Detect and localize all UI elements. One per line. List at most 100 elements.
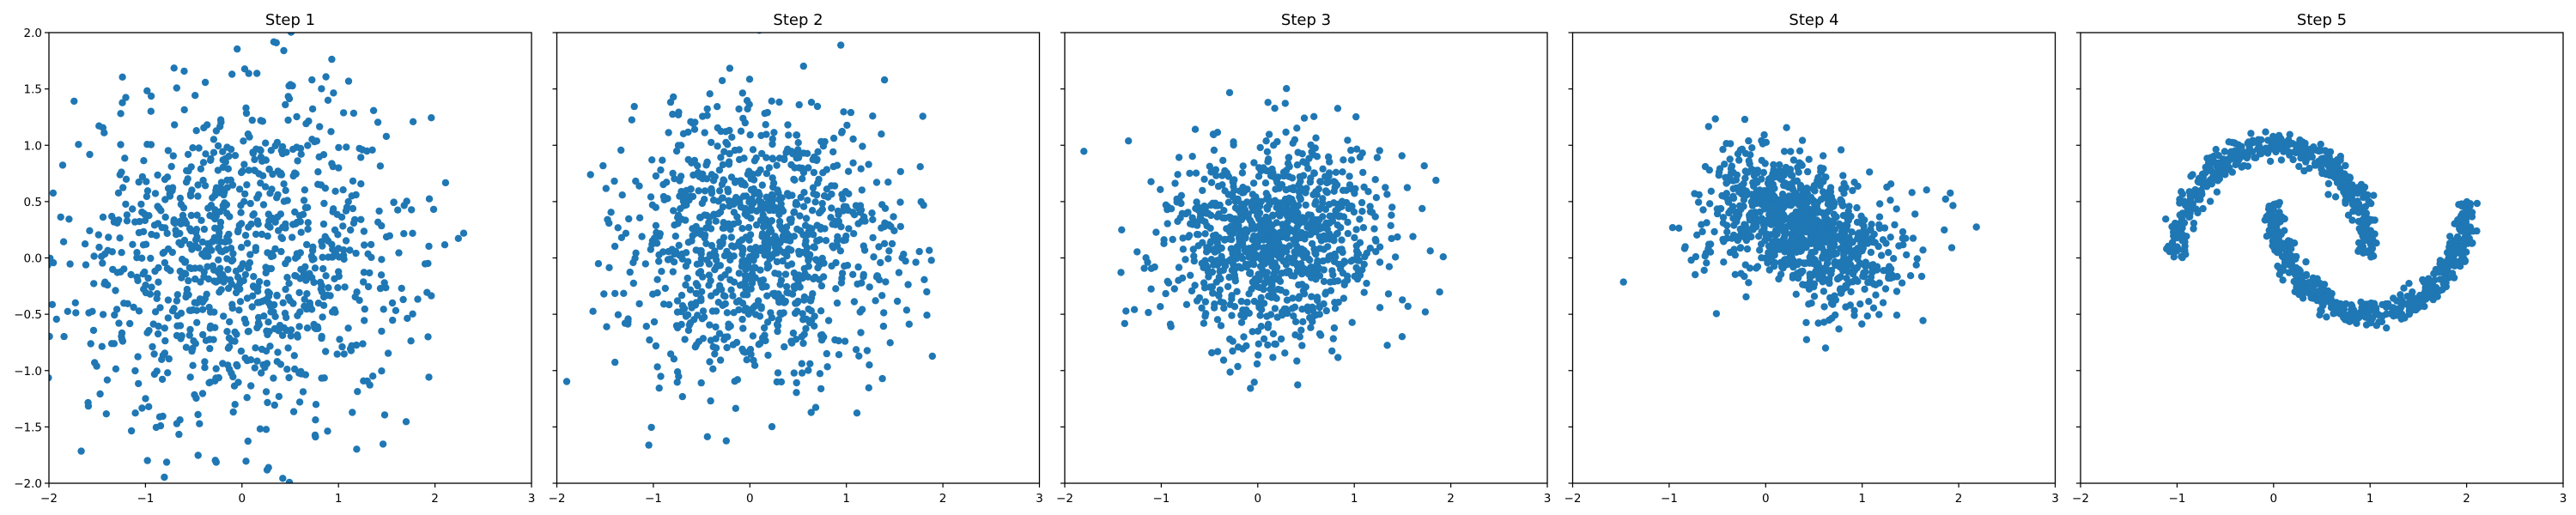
scatter-point [1264,320,1273,328]
scatter-point [2316,311,2324,319]
scatter-point [1949,202,1957,209]
scatter-point [620,289,628,297]
x-tick-label: −1 [137,492,154,506]
scatter-point [1242,264,1250,271]
scatter-point [278,331,287,339]
scatter-point [1838,286,1847,294]
scatter-point [1206,162,1214,170]
scatter-point [1157,303,1164,311]
scatter-point [916,163,924,171]
scatter-points [1619,115,1980,352]
scatter-point [1284,218,1291,226]
scatter-point [290,352,298,360]
scatter-point [1118,226,1126,233]
scatter-point [271,245,279,253]
scatter-point [182,343,191,351]
scatter-point [805,254,813,262]
scatter-point [1289,294,1297,302]
scatter-point [1853,203,1861,212]
scatter-point [264,464,272,471]
scatter-point [1749,226,1757,233]
scatter-point [719,203,727,211]
scatter-point [1297,185,1305,192]
scatter-point [1297,195,1304,203]
scatter-point [1820,152,1827,160]
scatter-point [869,112,877,120]
scatter-point [266,342,274,350]
scatter-point [692,289,700,298]
scatter-point [200,251,208,259]
scatter-point [793,299,801,306]
scatter-point [697,379,705,387]
scatter-point [2344,173,2352,181]
scatter-point [1748,144,1756,152]
scatter-point [1817,226,1825,234]
scatter-point [1788,212,1796,220]
scatter-point [2367,299,2375,307]
scatter-point [878,130,885,138]
scatter-point [191,275,199,283]
scatter-point [335,245,343,252]
scatter-point [212,278,220,286]
scatter-point [813,102,822,111]
x-tick-label: 1 [1858,492,1866,506]
scatter-point [1251,276,1260,284]
scatter-point [1767,221,1776,228]
scatter-point [1280,207,1289,215]
scatter-point [1334,105,1342,112]
scatter-point [1864,278,1872,287]
scatter-point [1911,210,1919,218]
scatter-point [257,179,264,187]
scatter-point [378,256,386,264]
scatter-point [247,382,255,390]
scatter-point [1214,259,1223,267]
scatter-point [191,236,200,244]
scatter-point [1258,230,1266,238]
scatter-point [118,335,126,343]
scatter-point [1706,200,1714,208]
scatter-point [339,222,347,230]
scatter-point [1840,245,1848,252]
scatter-point [712,323,720,331]
scatter-point [646,336,653,344]
scatter-point [1716,165,1724,173]
scatter-point [1319,195,1327,203]
scatter-point [1263,269,1272,276]
scatter-point [802,324,810,333]
scatter-point [1227,245,1235,253]
scatter-point [771,233,779,240]
scatter-point [240,65,249,73]
scatter-point [787,215,795,223]
scatter-point [249,148,257,156]
scatter-point [64,488,71,494]
scatter-point [246,251,254,258]
scatter-point [170,64,178,72]
scatter-point [1209,289,1217,297]
scatter-point [183,167,191,174]
scatter-point [1230,271,1239,279]
scatter-point [748,276,756,284]
scatter-point [271,142,279,149]
scatter-point [630,102,638,111]
scatter-point [1351,272,1358,281]
scatter-point [202,150,210,158]
scatter-point [49,300,57,308]
scatter-point [253,194,261,202]
scatter-point [828,191,835,198]
scatter-point [1261,279,1269,288]
scatter-point [738,89,746,97]
scatter-point [2302,288,2311,296]
scatter-point [122,200,130,209]
scatter-point [1256,312,1264,319]
scatter-point [1687,256,1695,264]
scatter-point [1315,215,1323,223]
scatter-point [407,337,415,345]
scatter-point [791,309,799,318]
scatter-point [115,319,123,327]
scatter-point [39,215,46,222]
scatter-point [760,219,768,227]
scatter-point [807,99,816,106]
scatter-point [648,156,656,164]
